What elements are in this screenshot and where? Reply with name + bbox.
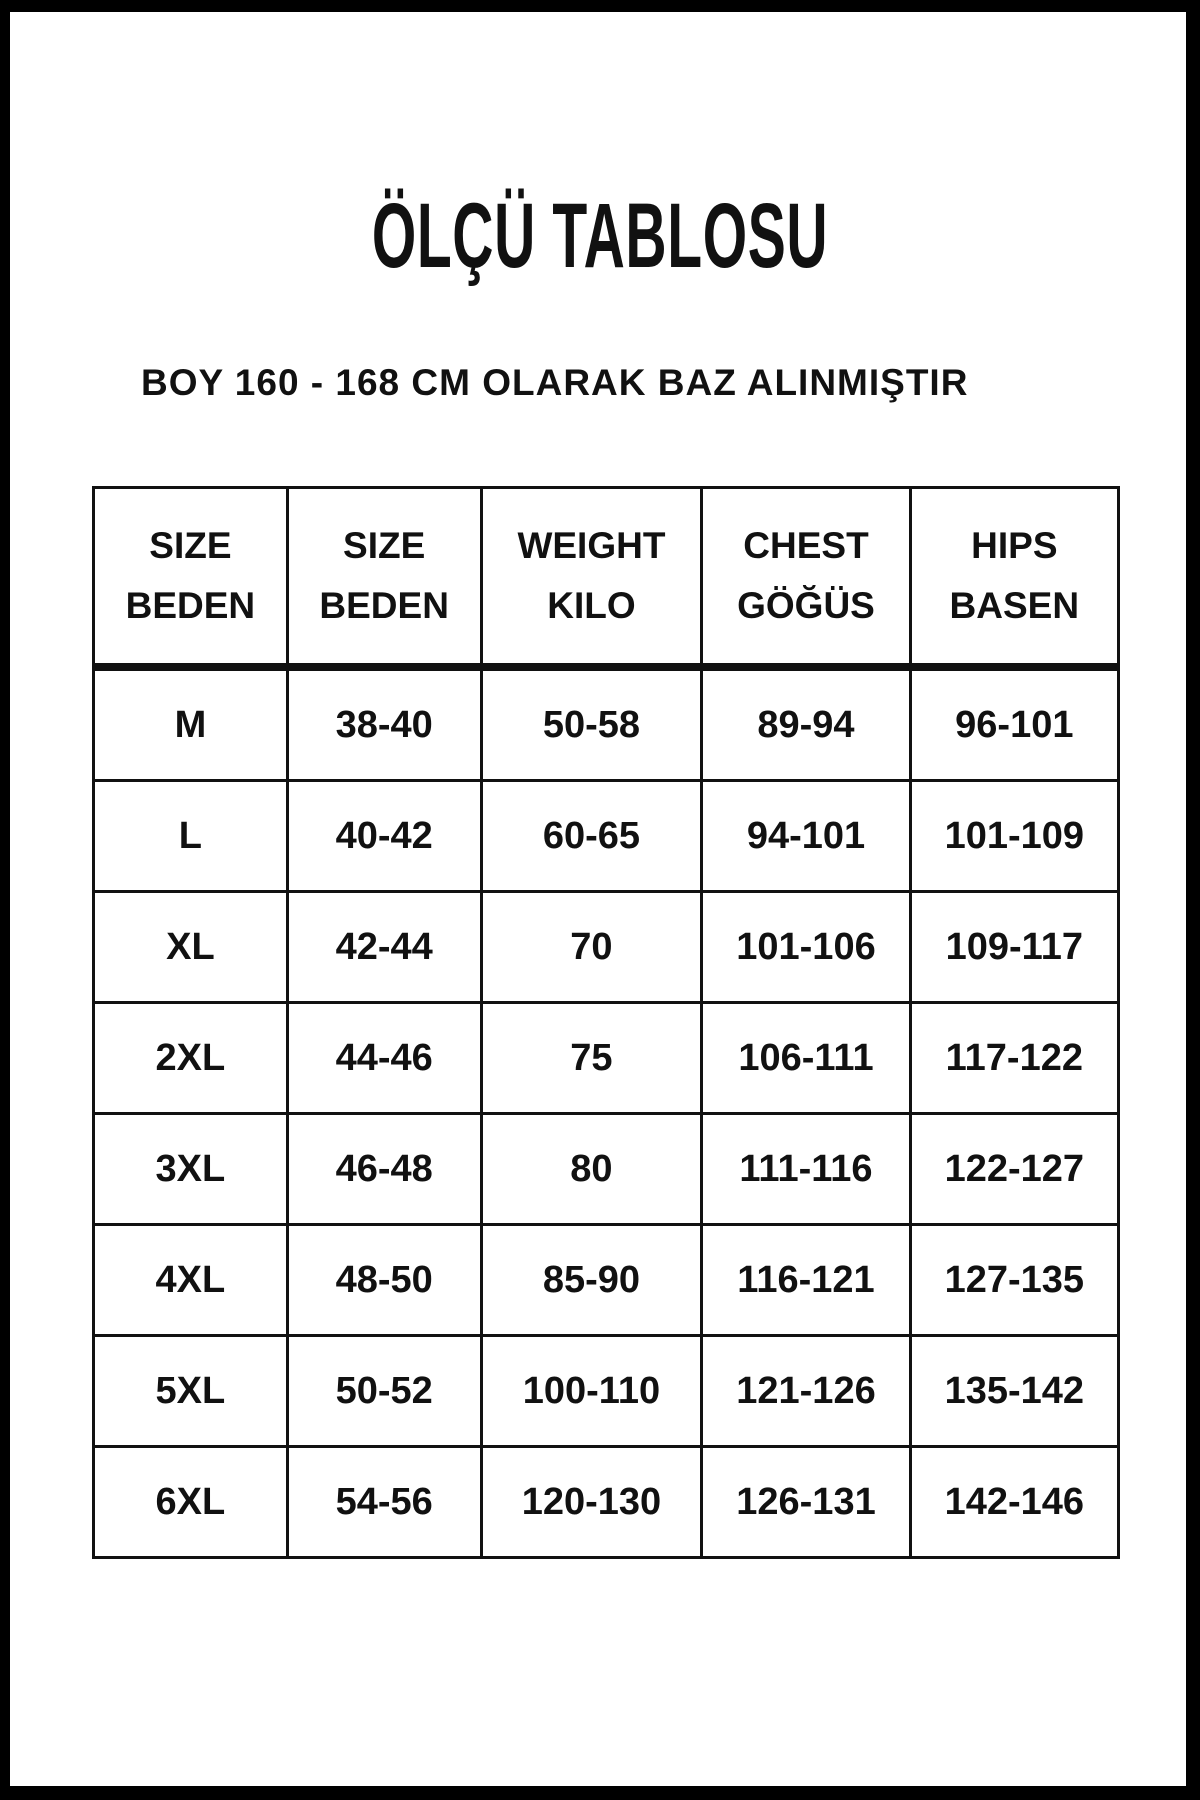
table-cell: 85-90 [479,1223,704,1337]
column-header: HIPS BASEN [908,486,1121,671]
table-cell: 38-40 [285,665,483,782]
table-row: L 40-42 60-65 94-101 101-109 [92,779,1121,893]
table-cell: 120-130 [479,1445,704,1559]
table-cell: 48-50 [285,1223,483,1337]
table-cell: 96-101 [908,665,1121,782]
table-cell: 121-126 [700,1334,912,1448]
table-cell: 122-127 [908,1112,1121,1226]
table-cell: 54-56 [285,1445,483,1559]
header-line2: BEDEN [125,585,256,626]
table-cell: 116-121 [700,1223,912,1337]
table-cell: 60-65 [479,779,704,893]
table-cell: 50-52 [285,1334,483,1448]
table-cell: 50-58 [479,665,704,782]
header-line2: GÖĞÜS [737,585,875,626]
header-line2: BASEN [949,585,1080,626]
table-cell: 80 [479,1112,704,1226]
table-cell: 6XL [92,1445,289,1559]
table-row: 6XL 54-56 120-130 126-131 142-146 [92,1445,1121,1559]
table-cell: 101-106 [700,890,912,1004]
table-row: 3XL 46-48 80 111-116 122-127 [92,1112,1121,1226]
header-line1: SIZE [343,525,426,566]
header-row: SIZE BEDEN SIZE BEDEN WEIGHT KILO CHEST GÖĞÜS HI… [92,486,1121,671]
table-cell: 135-142 [908,1334,1121,1448]
table-cell: 89-94 [700,665,912,782]
header-line2: KILO [547,585,636,626]
table-row: 2XL 44-46 75 106-111 117-122 [92,1001,1121,1115]
table-cell: 44-46 [285,1001,483,1115]
table-row: 5XL 50-52 100-110 121-126 135-142 [92,1334,1121,1448]
header-line1: HIPS [971,525,1058,566]
table-cell: 75 [479,1001,704,1115]
header-line2: BEDEN [319,585,449,626]
header-line1: WEIGHT [517,525,666,566]
table-cell: 46-48 [285,1112,483,1226]
size-table: SIZE BEDEN SIZE BEDEN WEIGHT KILO CHEST GÖĞÜS HI… [92,486,1121,1559]
table-cell: 127-135 [908,1223,1121,1337]
column-header: CHEST GÖĞÜS [700,486,912,671]
table-cell: 117-122 [908,1001,1121,1115]
table-cell: 5XL [92,1334,289,1448]
table-body: M 38-40 50-58 89-94 96-101 L 40-42 60-65 94-101 1… [92,665,1121,1559]
table-cell: 111-116 [700,1112,912,1226]
table-cell: 94-101 [700,779,912,893]
table-cell: XL [92,890,289,1004]
table-row: M 38-40 50-58 89-94 96-101 [92,665,1121,782]
table-cell: 126-131 [700,1445,912,1559]
table-cell: 109-117 [908,890,1121,1004]
column-header: SIZE BEDEN [92,486,289,671]
header-line1: SIZE [149,525,232,566]
column-header: WEIGHT KILO [479,486,704,671]
table-cell: 40-42 [285,779,483,893]
table-cell: 2XL [92,1001,289,1115]
table-cell: L [92,779,289,893]
page-title: ÖLÇÜ TABLOSU [0,190,1200,282]
table-cell: 101-109 [908,779,1121,893]
table-cell: 70 [479,890,704,1004]
header-line1: CHEST [743,525,869,566]
table-cell: M [92,665,289,782]
table-cell: 4XL [92,1223,289,1337]
title-text: ÖLÇÜ TABLOSU [371,185,829,287]
subtitle: BOY 160 - 168 CM OLARAK BAZ ALINMIŞTIR [141,362,969,403]
table-row: XL 42-44 70 101-106 109-117 [92,890,1121,1004]
table-cell: 100-110 [479,1334,704,1448]
table-cell: 142-146 [908,1445,1121,1559]
table-cell: 3XL [92,1112,289,1226]
table-row: 4XL 48-50 85-90 116-121 127-135 [92,1223,1121,1337]
table-cell: 106-111 [700,1001,912,1115]
table-cell: 42-44 [285,890,483,1004]
column-header: SIZE BEDEN [285,486,483,671]
